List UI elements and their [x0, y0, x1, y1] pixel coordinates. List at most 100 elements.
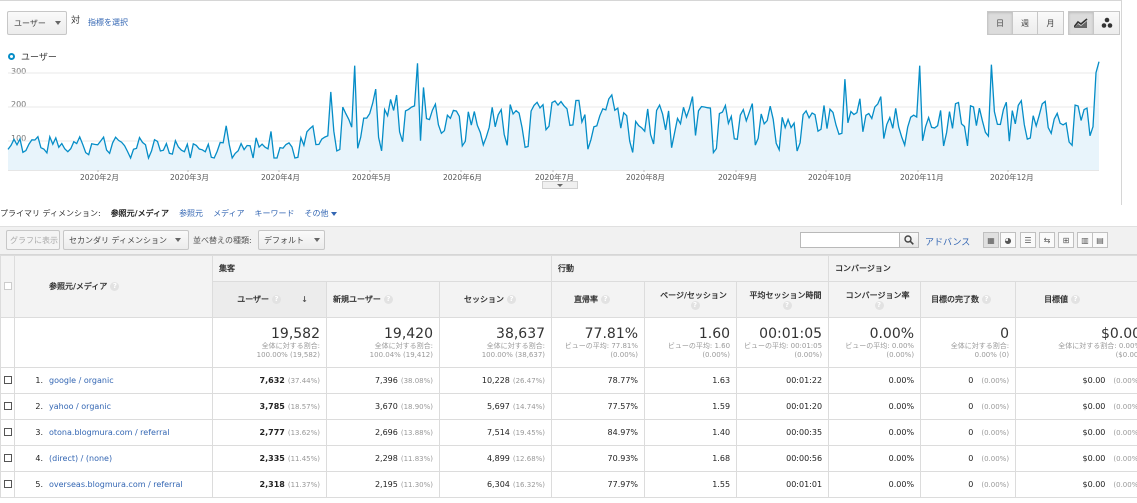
- total-sub: (0.00%): [794, 350, 823, 359]
- search-button[interactable]: [899, 232, 919, 248]
- help-icon[interactable]: ?: [874, 300, 884, 310]
- grid-options-icon[interactable]: ▤: [1092, 232, 1108, 248]
- x-tick-label: 2020年6月: [443, 173, 482, 182]
- sort-desc-icon[interactable]: ↓: [301, 295, 308, 304]
- col-duration-label: 平均セッション時間: [749, 290, 822, 300]
- row-checkbox[interactable]: [3, 427, 12, 436]
- table-view-icon[interactable]: ▦: [983, 232, 999, 248]
- period-month-button[interactable]: 月: [1038, 12, 1063, 34]
- row-new-users-pct: (11.30%): [400, 481, 433, 489]
- dimension-source-medium: 参照元/メディア: [110, 209, 170, 218]
- row-source-link[interactable]: google / organic: [49, 376, 114, 385]
- row-users-value: 2,777: [259, 428, 285, 437]
- dimension-source[interactable]: 参照元: [179, 209, 204, 218]
- x-tick-label: 2020年12月: [990, 173, 1034, 182]
- sort-type-label: 並べ替えの種類:: [193, 236, 252, 245]
- row-number: 2.: [35, 402, 43, 411]
- total-sub: ($0.00): [1115, 350, 1137, 359]
- secondary-dimension-select[interactable]: セカンダリ ディメンション: [63, 230, 189, 250]
- col-pages-session[interactable]: ページ/セッション?: [644, 281, 738, 318]
- help-icon[interactable]: ?: [982, 295, 992, 304]
- help-icon[interactable]: ?: [601, 295, 611, 304]
- total-sub: 100.04% (19,412): [369, 350, 433, 359]
- plot-rows-button[interactable]: グラフに表示: [6, 230, 60, 250]
- row-checkbox[interactable]: [3, 375, 12, 384]
- table-row[interactable]: 1. google / organic 7,632 (37.44%) 7,396 (3…: [0, 367, 1137, 394]
- advanced-filter-link[interactable]: アドバンス: [925, 238, 971, 248]
- select-all-checkbox[interactable]: [4, 282, 12, 290]
- table-row[interactable]: 3. otona.blogmura.com / referral 2,777 (13…: [0, 419, 1137, 446]
- row-source-link[interactable]: (direct) / (none): [49, 454, 113, 463]
- row-goals-value: 0: [968, 454, 974, 463]
- pie-view-icon[interactable]: ◕: [1000, 232, 1016, 248]
- row-users-value: 2,335: [259, 454, 285, 463]
- row-checkbox[interactable]: [3, 401, 12, 410]
- row-sessions-pct: (19.45%): [512, 429, 546, 437]
- col-bounce-rate[interactable]: 直帰率?: [551, 281, 646, 318]
- pivot-view-icon[interactable]: ⊞: [1058, 232, 1074, 248]
- period-day-button[interactable]: 日: [988, 12, 1013, 34]
- line-chart-icon[interactable]: [1069, 12, 1094, 34]
- dimension-header-label: 参照元/メディア: [49, 282, 108, 291]
- chart-resize-handle[interactable]: [542, 181, 578, 189]
- select-metric-link[interactable]: 指標を選択: [88, 18, 128, 27]
- col-sessions-label: セッション: [464, 295, 504, 304]
- performance-view-icon[interactable]: ☰: [1020, 232, 1036, 248]
- row-sessions-value: 6,304: [486, 480, 510, 489]
- help-icon[interactable]: ?: [272, 295, 282, 304]
- col-goal-completions[interactable]: 目標の完了数?: [920, 281, 1017, 318]
- row-number: 5.: [35, 480, 43, 489]
- help-icon[interactable]: ?: [383, 295, 393, 304]
- row-source-link[interactable]: overseas.blogmura.com / referral: [49, 480, 183, 489]
- row-value-amount: $0.00: [1082, 480, 1106, 489]
- term-cloud-icon[interactable]: ▥: [1077, 232, 1093, 248]
- help-icon[interactable]: ?: [1071, 295, 1081, 304]
- row-new-users-value: 2,298: [374, 454, 398, 463]
- col-sessions[interactable]: セッション?: [438, 281, 553, 318]
- table-row[interactable]: 5. overseas.blogmura.com / referral 2,318…: [0, 471, 1137, 498]
- column-header-row: ユーザー? ↓ 新規ユーザー? セッション? 直帰率? ページ/セッション? 平均…: [1, 281, 1137, 318]
- users-line-chart[interactable]: [0, 60, 1122, 175]
- help-icon[interactable]: ?: [507, 295, 516, 304]
- x-tick-label: 2020年5月: [352, 173, 391, 182]
- total-sub: 0.00% (0): [974, 350, 1010, 359]
- row-source-link[interactable]: yahoo / organic: [49, 402, 111, 411]
- versus-label: 対: [71, 16, 81, 26]
- totals-row: 19,582 全体に対する割合: 100.00% (19,582) 19,420 全体…: [0, 317, 1137, 368]
- dimension-other[interactable]: その他: [305, 208, 338, 219]
- table-search-input[interactable]: [800, 232, 900, 248]
- legend-marker-icon: [8, 53, 15, 60]
- chart-legend: ユーザー: [8, 50, 57, 63]
- totals-label: [14, 317, 213, 368]
- metric-select[interactable]: ユーザー: [7, 11, 67, 35]
- help-icon[interactable]: ?: [782, 300, 792, 310]
- row-checkbox-cell: [0, 419, 15, 446]
- dimension-keyword[interactable]: キーワード: [254, 209, 295, 218]
- col-new-users[interactable]: 新規ユーザー?: [326, 281, 440, 318]
- table-row[interactable]: 2. yahoo / organic 3,785 (18.57%) 3,670 (18…: [0, 393, 1137, 420]
- col-avg-duration[interactable]: 平均セッション時間?: [736, 281, 830, 318]
- row-checkbox[interactable]: [3, 479, 12, 488]
- row-pages: 1.63: [644, 367, 738, 394]
- table-row[interactable]: 4. (direct) / (none) 2,335 (11.45%) 2,298(…: [0, 445, 1137, 472]
- sort-type-select[interactable]: デフォルト: [258, 230, 325, 250]
- col-conv-rate[interactable]: コンバージョン率?: [828, 281, 922, 318]
- col-users[interactable]: ユーザー? ↓: [212, 281, 327, 318]
- row-duration: 00:00:35: [736, 419, 830, 446]
- dimension-medium[interactable]: メディア: [213, 209, 245, 218]
- period-week-button[interactable]: 週: [1013, 12, 1038, 34]
- scatter-chart-icon[interactable]: [1094, 12, 1119, 34]
- row-sessions-pct: (12.68%): [512, 455, 546, 463]
- total-sub: (0.00%): [886, 350, 915, 359]
- row-checkbox-cell: [0, 393, 15, 420]
- help-icon[interactable]: ?: [110, 282, 120, 291]
- comparison-view-icon[interactable]: ⇆: [1039, 232, 1055, 248]
- row-checkbox-cell: [0, 367, 15, 394]
- col-goal-value[interactable]: 目標値?: [1015, 281, 1137, 318]
- help-icon[interactable]: ?: [690, 300, 700, 310]
- total-sub: 全体に対する割合:: [950, 341, 1010, 350]
- row-sessions: 5,697 (14.74%): [438, 393, 553, 420]
- row-source-link[interactable]: otona.blogmura.com / referral: [49, 428, 170, 437]
- dimension-header[interactable]: 参照元/メディア?: [14, 255, 213, 318]
- row-checkbox[interactable]: [3, 453, 12, 462]
